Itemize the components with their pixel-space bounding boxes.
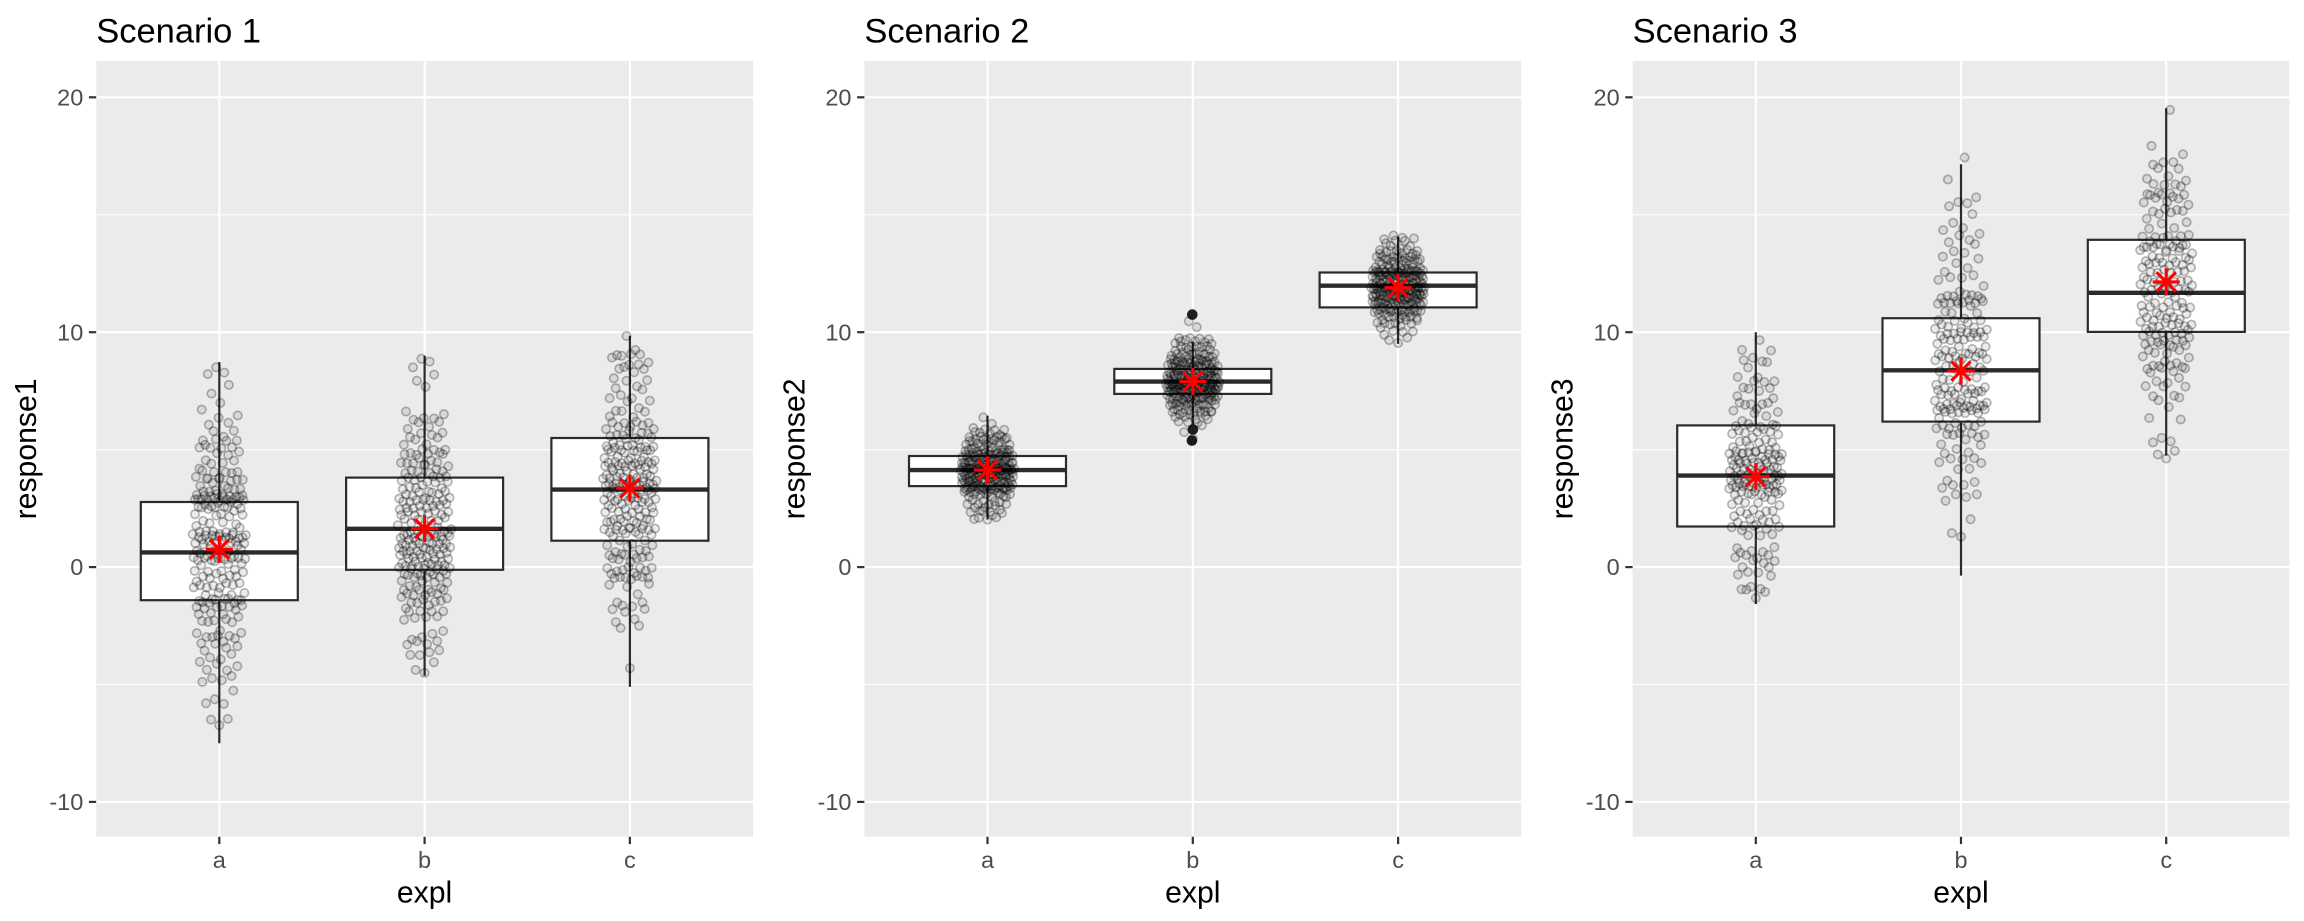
svg-text:20: 20: [1594, 84, 1620, 110]
svg-text:0: 0: [70, 554, 83, 580]
svg-text:Scenario 3: Scenario 3: [1633, 13, 1798, 51]
svg-text:20: 20: [57, 84, 83, 110]
svg-text:-10: -10: [1586, 789, 1620, 815]
svg-text:response3: response3: [1547, 378, 1580, 519]
svg-text:-10: -10: [49, 789, 83, 815]
svg-text:a: a: [213, 847, 227, 873]
svg-text:Scenario 1: Scenario 1: [96, 13, 261, 51]
svg-text:20: 20: [825, 84, 851, 110]
svg-text:response1: response1: [10, 378, 43, 519]
svg-text:10: 10: [1594, 319, 1620, 345]
svg-text:expl: expl: [1165, 877, 1220, 910]
svg-text:Scenario 2: Scenario 2: [864, 13, 1029, 51]
svg-text:-10: -10: [818, 789, 852, 815]
svg-text:c: c: [624, 847, 636, 873]
svg-text:b: b: [1186, 847, 1199, 873]
svg-text:10: 10: [57, 319, 83, 345]
svg-text:expl: expl: [397, 877, 452, 910]
svg-text:a: a: [1749, 847, 1763, 873]
svg-text:response2: response2: [778, 378, 811, 519]
svg-text:c: c: [2160, 847, 2172, 873]
svg-text:c: c: [1392, 847, 1404, 873]
svg-text:expl: expl: [1933, 877, 1988, 910]
svg-text:0: 0: [838, 554, 851, 580]
svg-text:a: a: [981, 847, 995, 873]
svg-text:0: 0: [1607, 554, 1620, 580]
svg-text:b: b: [418, 847, 431, 873]
svg-text:10: 10: [825, 319, 851, 345]
svg-text:b: b: [1954, 847, 1967, 873]
